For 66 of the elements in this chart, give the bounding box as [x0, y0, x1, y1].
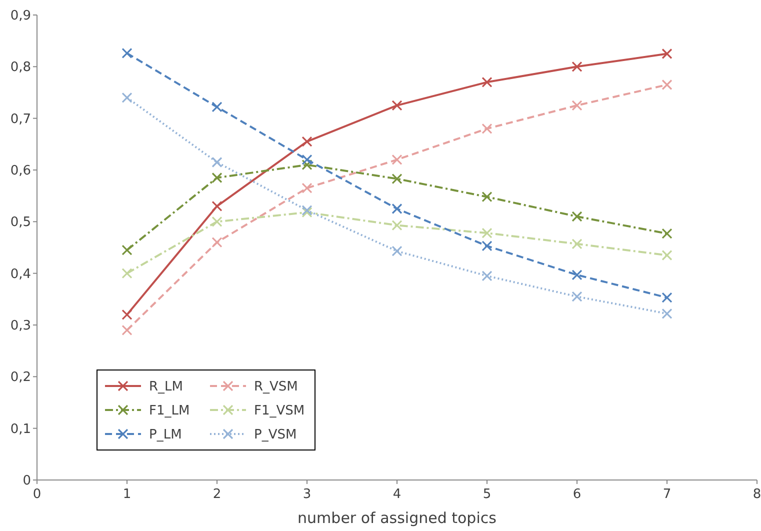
- x-tick-label: 7: [662, 487, 672, 502]
- y-tick-label: 0: [22, 474, 31, 489]
- point: [482, 123, 492, 134]
- point: [122, 48, 132, 59]
- point: [212, 216, 222, 227]
- legend-label: F1_VSM: [254, 404, 305, 419]
- point: [302, 160, 312, 170]
- point: [572, 100, 582, 111]
- y-tick-label: 0,3: [10, 318, 31, 334]
- point: [482, 76, 492, 88]
- point: [122, 324, 132, 336]
- y-tick-label: 0,7: [10, 112, 31, 127]
- point: [662, 308, 672, 319]
- point: [482, 270, 492, 282]
- point: [392, 220, 402, 231]
- point: [212, 102, 222, 112]
- x-axis-title: number of assigned topics: [298, 509, 497, 527]
- point: [392, 173, 402, 184]
- y-tick-label: 0,9: [10, 8, 31, 24]
- x-tick-label: 8: [752, 487, 761, 502]
- x-tick-label: 4: [392, 487, 402, 502]
- y-tick-label: 0,4: [10, 266, 31, 282]
- point: [392, 154, 402, 165]
- x-tick-label: 5: [482, 487, 492, 502]
- point: [662, 292, 672, 303]
- legend-label: R_LM: [149, 380, 183, 395]
- point: [302, 182, 312, 194]
- point: [572, 270, 582, 280]
- y-tick-label: 0,6: [10, 164, 31, 179]
- point: [482, 240, 492, 252]
- point: [122, 309, 132, 320]
- y-tick-label: 0,5: [10, 215, 31, 230]
- point: [662, 79, 672, 90]
- point: [302, 154, 312, 165]
- point: [212, 200, 222, 212]
- x-tick-label: 1: [122, 487, 132, 502]
- x-tick-label: 6: [572, 487, 582, 502]
- x-tick-label: 0: [32, 487, 42, 502]
- point: [122, 92, 132, 103]
- point: [572, 291, 582, 302]
- point: [572, 61, 582, 72]
- point: [302, 136, 312, 147]
- y-tick-label: 0,2: [10, 370, 31, 386]
- point: [482, 192, 492, 202]
- legend-label: R_VSM: [254, 380, 298, 395]
- point: [572, 211, 582, 222]
- point: [392, 100, 402, 111]
- point: [572, 238, 582, 250]
- point: [662, 250, 672, 261]
- point: [212, 237, 222, 248]
- point: [212, 156, 222, 168]
- point: [122, 268, 132, 279]
- point: [482, 228, 492, 238]
- point: [122, 244, 132, 256]
- point: [662, 228, 672, 239]
- point: [212, 172, 222, 184]
- legend-label: P_VSM: [254, 428, 297, 443]
- point: [392, 246, 402, 256]
- y-tick-label: 0,1: [10, 422, 31, 437]
- x-tick-label: 3: [302, 487, 312, 502]
- legend-label: P_LM: [149, 428, 182, 443]
- point: [662, 48, 672, 60]
- legend-label: F1_LM: [149, 404, 190, 419]
- y-tick-label: 0,8: [10, 60, 31, 76]
- x-tick-label: 2: [212, 487, 222, 502]
- point: [392, 203, 402, 214]
